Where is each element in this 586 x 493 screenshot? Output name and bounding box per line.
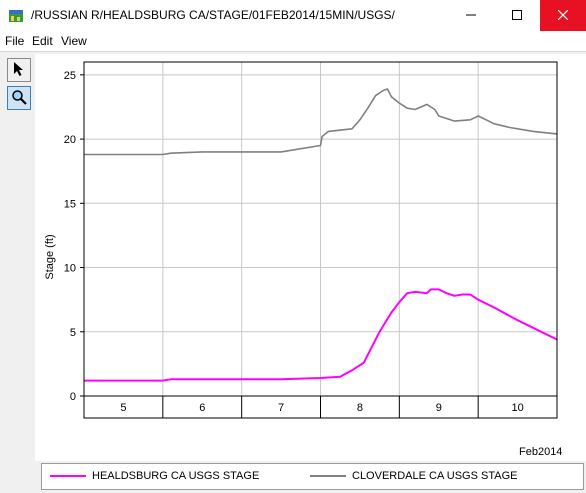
close-icon <box>557 9 569 23</box>
x-tick-label: 5 <box>120 402 126 414</box>
plot-panel[interactable]: 0 5 10 15 20 25 5 6 7 8 9 10 Stage (ft) Feb2014 <box>35 54 586 461</box>
tool-palette <box>3 54 33 457</box>
x-axis-unit-label: Feb2014 <box>519 446 562 458</box>
y-axis: 0 5 10 15 20 25 <box>64 70 84 403</box>
y-axis-label: Stage (ft) <box>44 234 56 279</box>
y-tick-label: 10 <box>64 263 76 275</box>
menu-view[interactable]: View <box>61 34 87 48</box>
grid <box>84 62 557 396</box>
legend-label-healdsburg: HEALDSBURG CA USGS STAGE <box>92 470 260 482</box>
plot-frame <box>83 61 558 419</box>
legend-item-healdsburg: HEALDSBURG CA USGS STAGE <box>50 470 259 482</box>
legend-label-cloverdale: CLOVERDALE CA USGS STAGE <box>352 470 518 482</box>
close-button[interactable] <box>540 0 586 31</box>
menu-file[interactable]: File <box>5 34 25 48</box>
legend-item-cloverdale: CLOVERDALE CA USGS STAGE <box>310 470 517 482</box>
x-tick-label: 10 <box>511 402 523 414</box>
pointer-tool-button[interactable] <box>7 58 31 82</box>
series-lines <box>84 88 558 382</box>
menu-separator <box>0 51 586 52</box>
app-icon <box>8 8 24 24</box>
legend-swatch-cloverdale <box>310 475 346 477</box>
pointer-arrow-icon <box>12 61 26 80</box>
healdsburg-stage-line <box>84 288 558 382</box>
y-tick-label: 5 <box>70 327 76 339</box>
x-tick-label: 9 <box>436 402 442 414</box>
stage-chart[interactable]: 0 5 10 15 20 25 5 6 7 8 9 10 Stage (ft) Feb2014 <box>35 54 586 461</box>
minimize-icon <box>466 9 476 23</box>
y-tick-label: 15 <box>64 198 76 210</box>
x-tick-label: 7 <box>278 402 284 414</box>
legend: HEALDSBURG CA USGS STAGE CLOVERDALE CA U… <box>41 463 584 490</box>
y-tick-label: 0 <box>70 391 76 403</box>
y-tick-label: 25 <box>64 70 76 82</box>
window-title: /RUSSIAN R/HEALDSBURG CA/STAGE/01FEB2014… <box>31 8 395 22</box>
x-tick-label: 6 <box>199 402 205 414</box>
cloverdale-stage-line <box>84 88 558 156</box>
zoom-magnifier-icon <box>11 89 27 108</box>
title-bar[interactable]: /RUSSIAN R/HEALDSBURG CA/STAGE/01FEB2014… <box>0 0 586 31</box>
minimize-button[interactable] <box>448 0 494 31</box>
legend-swatch-healdsburg <box>50 475 86 477</box>
menu-edit[interactable]: Edit <box>32 34 53 48</box>
maximize-button[interactable] <box>494 0 540 31</box>
zoom-tool-button[interactable] <box>7 86 31 110</box>
x-axis: 5 6 7 8 9 10 <box>84 395 557 418</box>
maximize-icon <box>512 9 522 23</box>
y-tick-label: 20 <box>64 134 76 146</box>
menu-bar: File Edit View <box>0 31 586 51</box>
x-tick-label: 8 <box>357 402 363 414</box>
